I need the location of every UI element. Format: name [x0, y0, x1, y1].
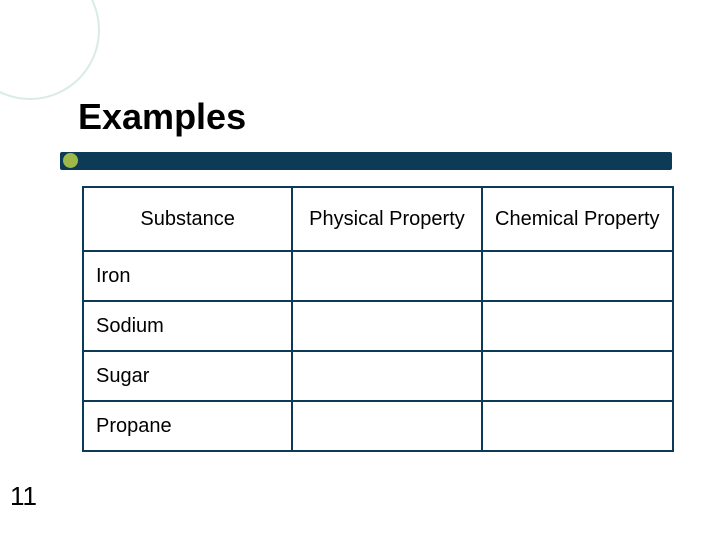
corner-decoration [0, 0, 100, 100]
cell-chemical [482, 251, 673, 301]
title-underline-bar [60, 152, 672, 170]
cell-substance: Sodium [83, 301, 292, 351]
column-header-substance: Substance [83, 187, 292, 251]
properties-table: Substance Physical Property Chemical Pro… [82, 186, 674, 452]
column-header-chemical: Chemical Property [482, 187, 673, 251]
cell-physical [292, 351, 481, 401]
table-row: Sodium [83, 301, 673, 351]
table-header-row: Substance Physical Property Chemical Pro… [83, 187, 673, 251]
cell-substance: Iron [83, 251, 292, 301]
cell-physical [292, 401, 481, 451]
table-row: Sugar [83, 351, 673, 401]
cell-chemical [482, 301, 673, 351]
cell-chemical [482, 351, 673, 401]
slide-title: Examples [78, 96, 246, 138]
cell-substance: Propane [83, 401, 292, 451]
column-header-physical: Physical Property [292, 187, 481, 251]
cell-substance: Sugar [83, 351, 292, 401]
title-underline-dot [63, 153, 78, 168]
cell-physical [292, 251, 481, 301]
table-row: Propane [83, 401, 673, 451]
page-number: 11 [10, 481, 37, 512]
slide: Examples Substance Physical Property Che… [0, 0, 720, 540]
cell-physical [292, 301, 481, 351]
table-row: Iron [83, 251, 673, 301]
cell-chemical [482, 401, 673, 451]
